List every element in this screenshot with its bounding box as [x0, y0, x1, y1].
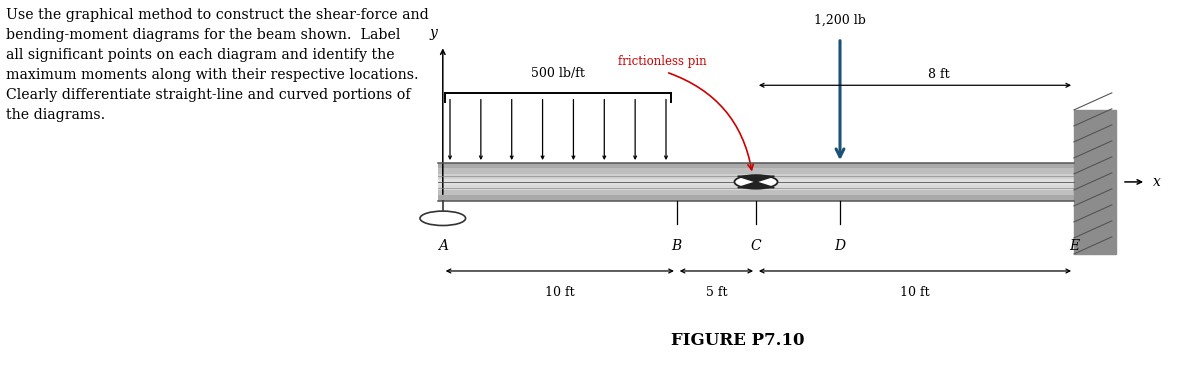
- Text: y: y: [430, 26, 437, 40]
- Text: 500 lb/ft: 500 lb/ft: [532, 67, 584, 80]
- Circle shape: [734, 175, 778, 189]
- Bar: [438, 185, 1074, 190]
- Bar: [438, 190, 1074, 196]
- Bar: [438, 179, 1074, 185]
- Text: D: D: [834, 239, 846, 253]
- Text: Use the graphical method to construct the shear-force and
bending-moment diagram: Use the graphical method to construct th…: [6, 8, 428, 122]
- Bar: [438, 174, 1074, 179]
- Bar: [438, 163, 1074, 168]
- Bar: [438, 168, 1074, 174]
- Text: x: x: [1153, 175, 1162, 189]
- Polygon shape: [738, 176, 774, 182]
- Polygon shape: [738, 182, 774, 188]
- Text: frictionless pin: frictionless pin: [618, 55, 707, 68]
- Circle shape: [420, 211, 466, 226]
- Text: E: E: [1069, 239, 1079, 253]
- Bar: [1074, 110, 1116, 254]
- Text: A: A: [438, 239, 448, 253]
- Text: 8 ft: 8 ft: [928, 69, 950, 81]
- Text: B: B: [672, 239, 682, 253]
- Text: 1,200 lb: 1,200 lb: [814, 14, 866, 27]
- Bar: [438, 196, 1074, 201]
- Text: FIGURE P7.10: FIGURE P7.10: [671, 332, 805, 349]
- Text: 5 ft: 5 ft: [706, 286, 727, 299]
- Text: 10 ft: 10 ft: [900, 286, 930, 299]
- Text: 10 ft: 10 ft: [545, 286, 575, 299]
- Text: C: C: [751, 239, 761, 253]
